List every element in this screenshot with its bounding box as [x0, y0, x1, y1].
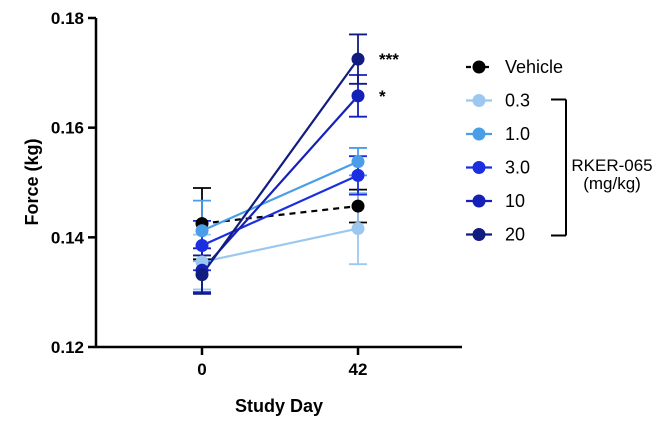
- legend-marker: [472, 228, 486, 241]
- x-tick-label: 42: [349, 360, 368, 379]
- series-line: [201, 227, 359, 264]
- series-lines: [201, 58, 359, 276]
- data-point: [195, 239, 209, 253]
- legend-label: 3.0: [505, 158, 530, 178]
- data-point: [351, 155, 365, 169]
- data-point: [195, 224, 209, 238]
- data-point: [351, 52, 365, 66]
- data-point: [195, 268, 209, 282]
- series-line: [201, 174, 359, 247]
- data-point: [351, 168, 365, 182]
- data-point: [351, 199, 365, 213]
- data-point: [351, 89, 365, 103]
- y-tick-label: 0.14: [51, 228, 85, 247]
- legend: Vehicle 0.3 1.0 3.0 10 20: [466, 57, 567, 245]
- series-line: [201, 160, 359, 232]
- significance-label: *: [379, 87, 386, 106]
- legend-label: 10: [505, 191, 525, 211]
- series-line: [201, 58, 359, 276]
- legend-label: 0.3: [505, 91, 530, 111]
- legend-marker: [472, 127, 486, 141]
- y-tick-label: 0.18: [51, 9, 84, 28]
- significance-label: ***: [379, 50, 399, 69]
- y-tick-label: 0.12: [51, 338, 84, 357]
- legend-marker: [472, 161, 486, 174]
- y-axis-title: Force (kg): [22, 138, 42, 225]
- x-axis-title: Study Day: [235, 396, 323, 416]
- series-line: [201, 95, 359, 271]
- x-tick-label: 0: [197, 360, 206, 379]
- data-point: [351, 222, 365, 236]
- legend-group-label: RKER-065: [571, 156, 652, 175]
- legend-marker: [472, 94, 486, 107]
- data-points: [195, 52, 365, 282]
- axes: 0.12 0.14 0.16 0.18 0 42: [51, 9, 462, 379]
- legend-marker: [472, 194, 486, 208]
- legend-label: 20: [505, 225, 525, 245]
- y-tick-label: 0.16: [51, 119, 84, 138]
- series-line: [201, 204, 359, 225]
- legend-label: Vehicle: [505, 57, 563, 77]
- legend-label: 1.0: [505, 124, 530, 144]
- significance-markers: ****: [379, 50, 399, 106]
- legend-group-unit: (mg/kg): [583, 174, 641, 193]
- legend-marker: [472, 60, 486, 74]
- error-bars: [193, 33, 367, 295]
